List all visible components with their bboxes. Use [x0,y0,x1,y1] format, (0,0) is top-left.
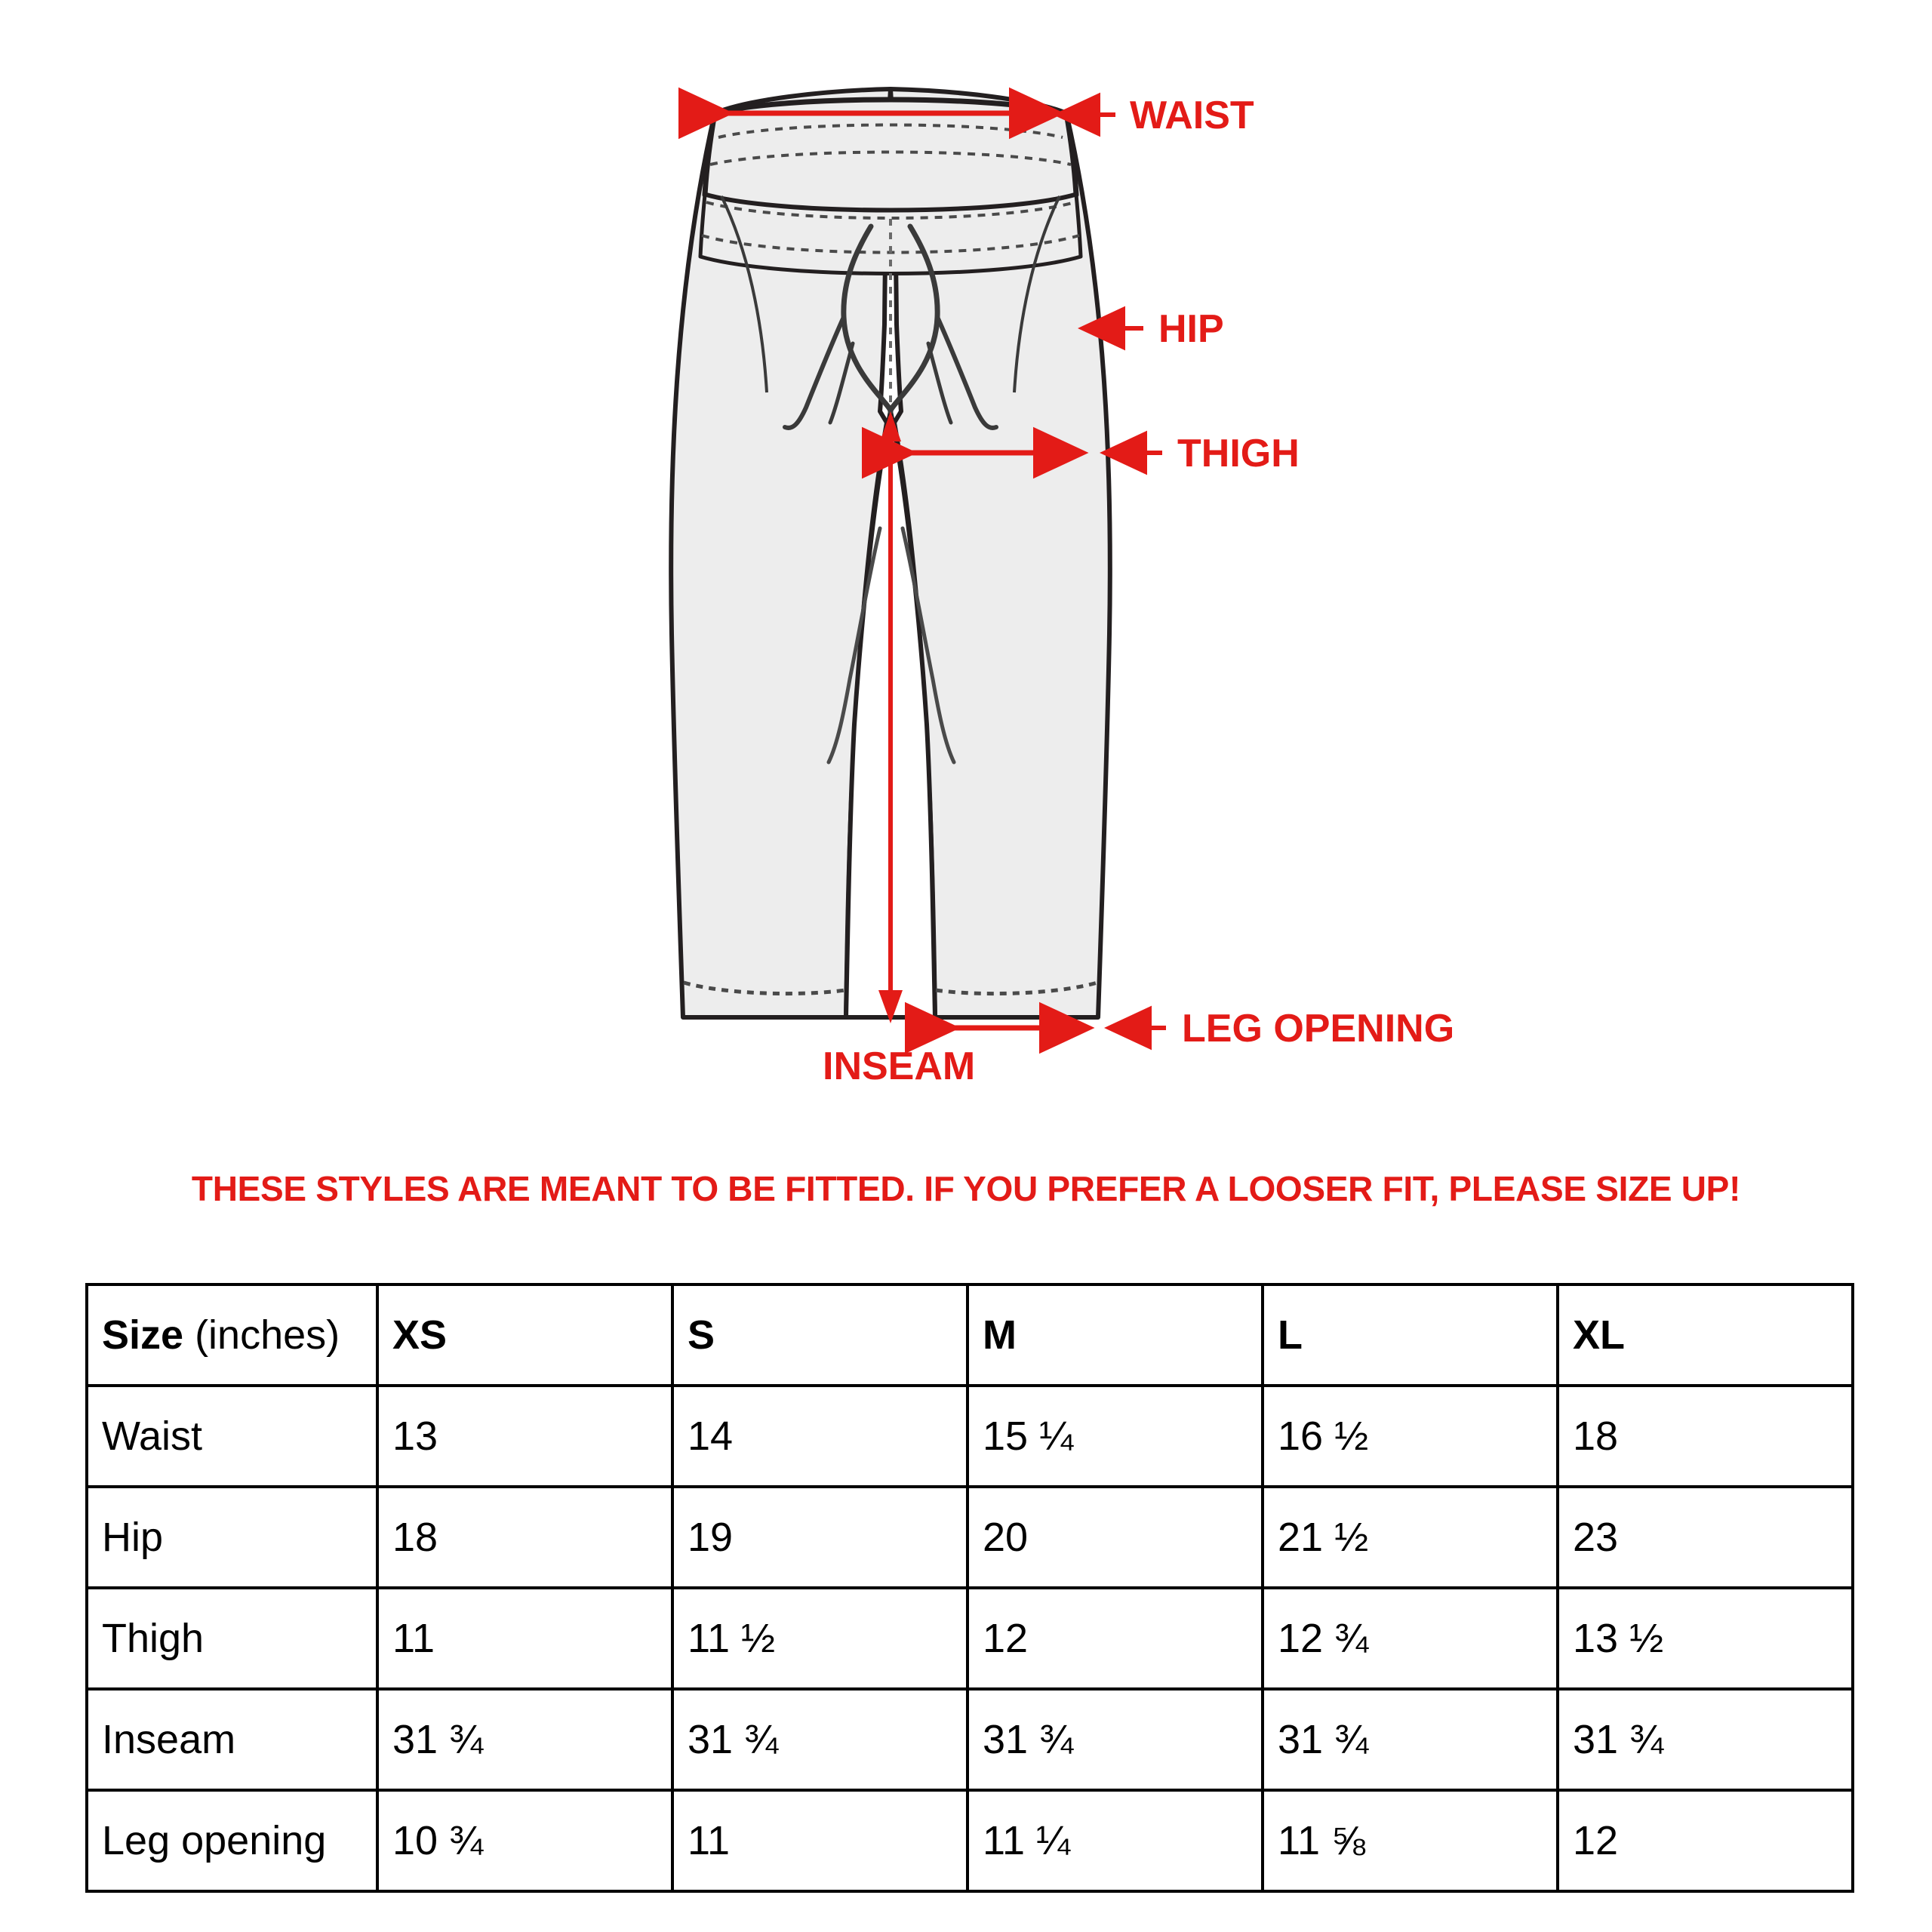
pants-technical-sketch: WAIST HIP THIGH INSEAM [669,87,1454,1088]
header-unit-label: (inches) [195,1312,340,1358]
header-size-m: M [966,1283,1264,1387]
table-row: Inseam 31 ¾ 31 ¾ 31 ¾ 31 ¾ 31 ¾ [85,1687,1854,1792]
cell-inseam-xs: 31 ¾ [376,1687,674,1792]
header-size-cell: Size (inches) [85,1283,379,1387]
cell-leg-opening-xl: 12 [1556,1789,1854,1893]
cell-waist-l: 16 ½ [1261,1384,1559,1488]
measurement-diagram-section: WAIST HIP THIGH INSEAM [669,87,1454,1088]
cell-waist-xs: 13 [376,1384,674,1488]
cell-thigh-l: 12 ¾ [1261,1586,1559,1690]
label-leg-opening: LEG OPENING [1182,1007,1454,1051]
cell-waist-xl: 18 [1556,1384,1854,1488]
table-header-row: Size (inches) XS S M L XL [85,1283,1854,1387]
cell-leg-opening-s: 11 [671,1789,969,1893]
cell-inseam-s: 31 ¾ [671,1687,969,1792]
label-thigh: THIGH [1177,432,1300,475]
cell-waist-s: 14 [671,1384,969,1488]
cell-thigh-m: 12 [966,1586,1264,1690]
cell-hip-xs: 18 [376,1485,674,1589]
label-inseam: INSEAM [823,1044,975,1088]
table-row: Hip 18 19 20 21 ½ 23 [85,1485,1854,1589]
cell-thigh-xs: 11 [376,1586,674,1690]
cell-leg-opening-xs: 10 ¾ [376,1789,674,1893]
cell-leg-opening-m: 11 ¼ [966,1789,1264,1893]
header-size-xl: XL [1556,1283,1854,1387]
header-size-label: Size [102,1312,184,1358]
cell-hip-m: 20 [966,1485,1264,1589]
table-row: Leg opening 10 ¾ 11 11 ¼ 11 ⅝ 12 [85,1789,1854,1893]
cell-hip-s: 19 [671,1485,969,1589]
cell-inseam-l: 31 ¾ [1261,1687,1559,1792]
row-label-waist: Waist [85,1384,379,1488]
row-label-inseam: Inseam [85,1687,379,1792]
cell-inseam-xl: 31 ¾ [1556,1687,1854,1792]
header-size-xs: XS [376,1283,674,1387]
table-row: Waist 13 14 15 ¼ 16 ½ 18 [85,1384,1854,1488]
header-size-s: S [671,1283,969,1387]
row-label-leg-opening: Leg opening [85,1789,379,1893]
cell-hip-l: 21 ½ [1261,1485,1559,1589]
cell-inseam-m: 31 ¾ [966,1687,1264,1792]
cell-thigh-xl: 13 ½ [1556,1586,1854,1690]
cell-leg-opening-l: 11 ⅝ [1261,1789,1559,1893]
size-chart-table-container: Size (inches) XS S M L XL Waist 13 14 15… [85,1283,1854,1893]
fit-notice-text: THESE STYLES ARE MEANT TO BE FITTED. IF … [191,1169,1741,1208]
cell-thigh-s: 11 ½ [671,1586,969,1690]
row-label-thigh: Thigh [85,1586,379,1690]
table-row: Thigh 11 11 ½ 12 12 ¾ 13 ½ [85,1586,1854,1690]
inseam-measure-arrow [878,411,903,1023]
row-label-hip: Hip [85,1485,379,1589]
header-size-l: L [1261,1283,1559,1387]
cell-hip-xl: 23 [1556,1485,1854,1589]
measurement-annotations: WAIST HIP THIGH INSEAM [678,87,1454,1088]
size-chart-table: Size (inches) XS S M L XL Waist 13 14 15… [85,1283,1854,1893]
cell-waist-m: 15 ¼ [966,1384,1264,1488]
label-hip: HIP [1158,307,1224,351]
label-waist: WAIST [1130,94,1254,137]
